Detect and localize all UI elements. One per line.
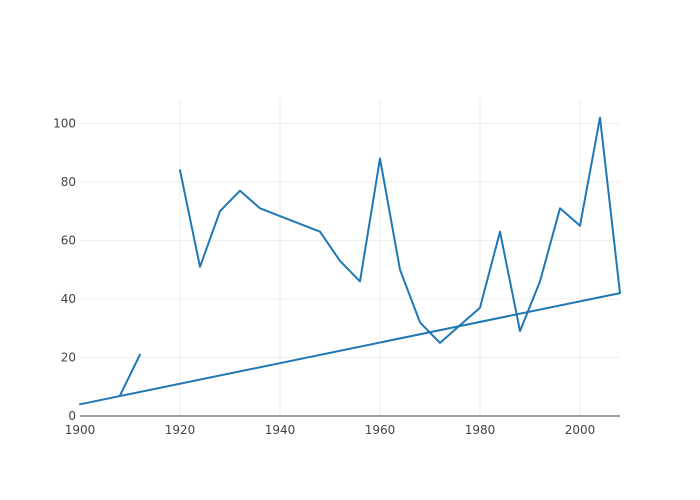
y-tick-label: 60 bbox=[61, 233, 76, 247]
series-line-2 bbox=[79, 292, 621, 406]
grid-layer bbox=[80, 100, 620, 416]
y-tick-label: 40 bbox=[61, 292, 76, 306]
x-tick-label: 2000 bbox=[565, 423, 596, 437]
y-tick-label: 100 bbox=[53, 116, 76, 130]
series-line-1 bbox=[119, 116, 621, 397]
x-tick-label: 1940 bbox=[265, 423, 296, 437]
x-tick-label: 1900 bbox=[65, 423, 96, 437]
x-tick-label: 1920 bbox=[165, 423, 196, 437]
y-tick-label: 20 bbox=[61, 350, 76, 364]
y-tick-label: 0 bbox=[68, 409, 76, 423]
x-tick-label: 1980 bbox=[465, 423, 496, 437]
series-layer bbox=[79, 116, 621, 406]
y-tick-label: 80 bbox=[61, 175, 76, 189]
tick-label-layer: 1900 1920 1940 1960 1980 2000 0 20 40 60 80 100 bbox=[53, 116, 595, 437]
x-tick-label: 1960 bbox=[365, 423, 396, 437]
